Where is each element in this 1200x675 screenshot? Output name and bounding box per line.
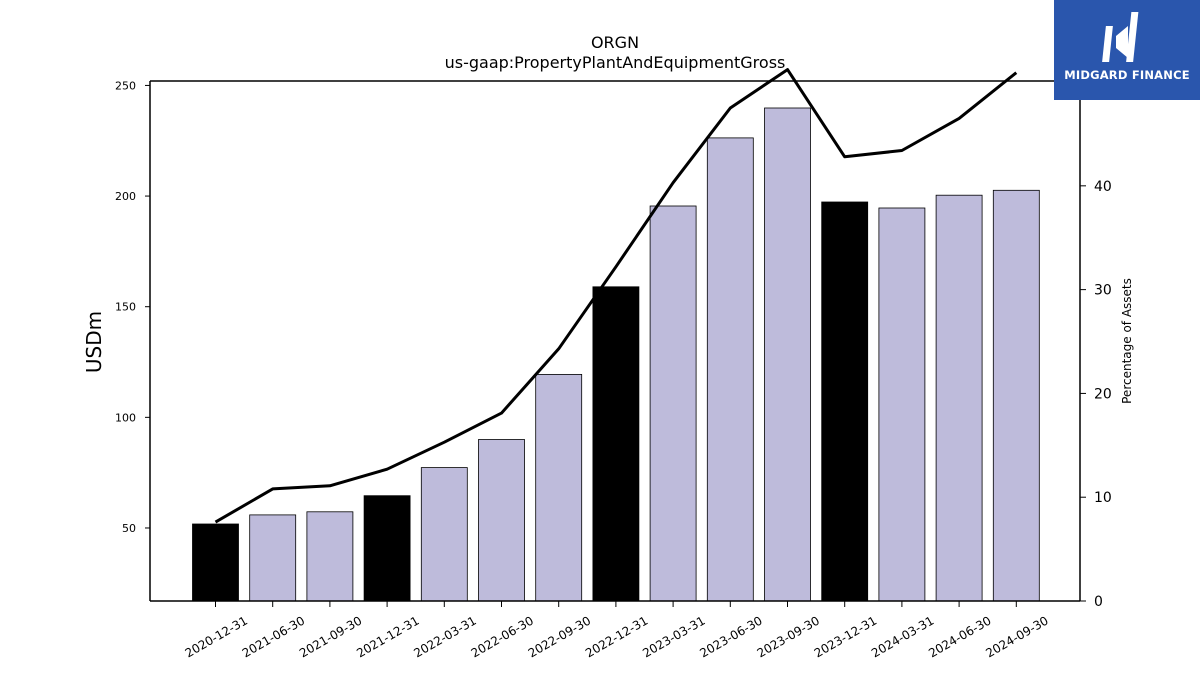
- bar-2022-09-30: [535, 373, 583, 602]
- chart-title: ORGN: [591, 33, 639, 52]
- y-tick-label: 50: [122, 522, 136, 535]
- x-tick-label: 2020-12-31: [183, 613, 250, 660]
- bar-2024-06-30: [935, 194, 983, 602]
- y2-tick-label: 40: [1094, 179, 1112, 195]
- y-tick-label: 150: [115, 301, 136, 314]
- bar-2023-12-31: [821, 201, 869, 602]
- x-tick-label: 2023-12-31: [812, 613, 879, 660]
- x-tick-label: 2021-06-30: [240, 613, 307, 660]
- y2-tick-label: 0: [1094, 594, 1103, 610]
- bar-2021-09-30: [306, 511, 354, 602]
- bar-2024-03-31: [878, 207, 926, 602]
- x-tick-label: 2024-09-30: [983, 613, 1050, 660]
- y-axis-label: USDm: [82, 311, 106, 373]
- y-tick-label: 250: [115, 79, 136, 92]
- x-tick-label: 2024-03-31: [869, 613, 936, 660]
- logo-mark-icon: [1102, 12, 1139, 62]
- bar-2023-09-30: [764, 107, 811, 602]
- x-tick-label: 2024-06-30: [926, 613, 993, 660]
- bar-2022-06-30: [478, 439, 525, 602]
- bar-2023-06-30: [706, 137, 754, 602]
- x-tick-label: 2022-06-30: [469, 613, 536, 660]
- bar-2020-12-31: [192, 523, 239, 602]
- x-tick-label: 2023-09-30: [755, 613, 822, 660]
- y2-tick-label: 20: [1094, 386, 1112, 402]
- bar-2021-12-31: [363, 495, 411, 602]
- y2-tick-label: 10: [1094, 490, 1112, 506]
- brand-logo: MIDGARD FINANCE: [1054, 0, 1200, 100]
- y-tick-label: 100: [115, 411, 136, 424]
- bar-2022-03-31: [420, 467, 468, 602]
- logo-text: MIDGARD FINANCE: [1064, 68, 1190, 82]
- bar-2024-09-30: [992, 189, 1040, 602]
- chart-subtitle: us-gaap:PropertyPlantAndEquipmentGross: [445, 53, 786, 72]
- x-tick-label: 2021-09-30: [297, 613, 364, 660]
- x-tick-label: 2022-12-31: [583, 613, 650, 660]
- x-tick-label: 2021-12-31: [354, 613, 421, 660]
- x-tick-label: 2023-03-31: [640, 613, 707, 660]
- line-series: [214, 68, 1018, 524]
- y2-tick-label: 30: [1094, 283, 1112, 299]
- x-tick-label: 2022-03-31: [411, 613, 478, 660]
- y2-axis-label: Percentage of Assets: [1120, 278, 1134, 404]
- bar-2021-06-30: [249, 514, 297, 602]
- bar-2022-12-31: [592, 286, 640, 602]
- bar-2023-03-31: [649, 205, 697, 602]
- x-tick-label: 2023-06-30: [697, 613, 764, 660]
- y-tick-label: 200: [115, 190, 136, 203]
- percentage-line: [214, 68, 1018, 524]
- x-tick-label: 2022-09-30: [526, 613, 593, 660]
- bar-series: [192, 107, 1040, 602]
